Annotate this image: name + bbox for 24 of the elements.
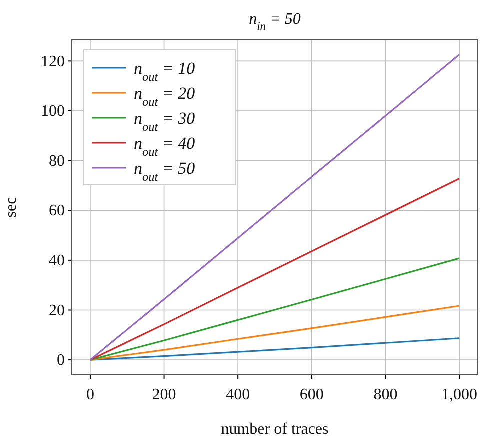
x-axis-title: number of traces <box>221 421 329 438</box>
y-tick-label: 100 <box>41 103 65 120</box>
y-tick-label: 40 <box>49 252 65 270</box>
line-series <box>90 54 460 361</box>
x-tick-label: 800 <box>374 386 398 404</box>
y-tick-label: 0 <box>57 352 65 370</box>
y-tick-label: 20 <box>49 302 65 320</box>
x-tick-label: 200 <box>152 386 176 404</box>
y-axis-title: sec <box>3 197 20 218</box>
x-tick-label: 1,000 <box>442 386 478 404</box>
y-tick-label: 80 <box>49 152 65 170</box>
legend-label: n$_{out}$ = 10 <box>134 59 196 84</box>
line-series <box>90 338 460 361</box>
x-tick-label: 0 <box>86 386 94 404</box>
y-tick-label: 120 <box>41 53 65 70</box>
legend-label: n$_{out}$ = 20 <box>134 84 196 109</box>
legend-label: n$_{out}$ = 40 <box>134 134 196 159</box>
x-tick-label: 400 <box>226 386 250 404</box>
x-tick-label: 600 <box>300 386 324 404</box>
line-series <box>90 258 460 361</box>
legend-label: n$_{out}$ = 30 <box>134 109 196 134</box>
legend-label: n$_{out}$ = 50 <box>134 159 196 184</box>
chart-title: n$_{in}$ = 50 <box>249 11 301 33</box>
y-tick-label: 60 <box>49 202 65 220</box>
